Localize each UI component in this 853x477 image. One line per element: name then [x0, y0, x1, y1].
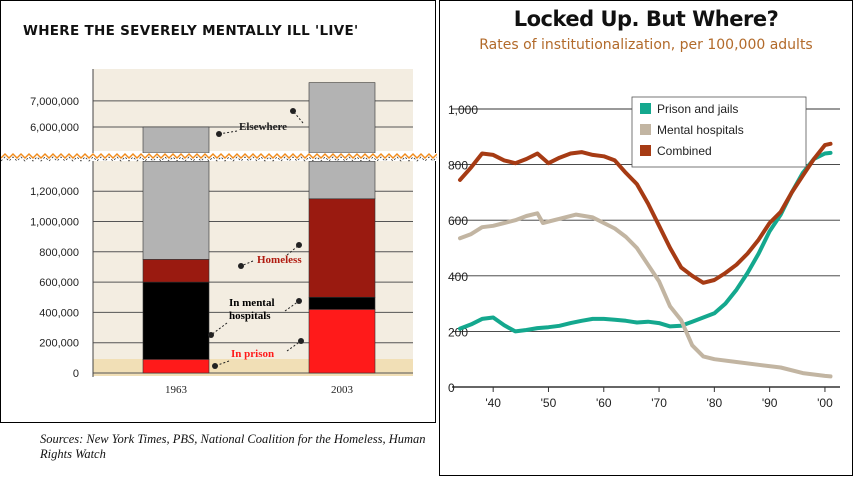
right-chart-panel: Locked Up. But Where? Rates of instituti… [439, 0, 853, 476]
legend-label: Prison and jails [657, 102, 738, 116]
left-chart-panel: WHERE THE SEVERELY MENTALLY ILL 'LIVE' 0… [0, 0, 437, 423]
right-chart-subtitle: Rates of institutionalization, per 100,0… [479, 37, 813, 53]
y-tick-label: 200,000 [39, 338, 79, 350]
y-tick-label: 1,000 [448, 103, 478, 117]
legend-label: Mental hospitals [657, 123, 744, 137]
annotation-arrowhead [290, 108, 296, 114]
legend-label: Combined [657, 144, 712, 158]
y-tick-label: 0 [73, 368, 79, 380]
bar-segment-elsewhere [308, 160, 376, 200]
x-tick-label: '50 [541, 396, 557, 410]
annotation-arrowhead [212, 363, 218, 369]
bar-segment-in-prison [142, 359, 210, 374]
series-line-combined [458, 141, 833, 285]
x-tick-label: '40 [485, 396, 501, 410]
bar-segment-elsewhere [308, 82, 376, 154]
annotation-arrowhead [296, 298, 302, 304]
bar-segment-homeless [308, 198, 376, 298]
left-chart-title: WHERE THE SEVERELY MENTALLY ILL 'LIVE' [23, 23, 359, 39]
legend-swatch [640, 124, 651, 135]
annotation-label: In prison [231, 348, 274, 360]
y-tick-label: 800 [448, 159, 468, 173]
series-line-mental-hospitals [458, 211, 833, 379]
annotation-arrow [284, 300, 300, 312]
annotation-label: In mental hospitals [229, 297, 275, 322]
x-tick-label: '60 [596, 396, 612, 410]
x-tick-label: '00 [817, 396, 833, 410]
y-tick-label: 400,000 [39, 307, 79, 319]
axis-break-line [1, 156, 437, 162]
legend-box [631, 96, 807, 168]
y-tick-label: 1,000,000 [30, 217, 79, 229]
annotation-arrow [286, 340, 302, 352]
annotation-arrowhead [238, 263, 244, 269]
left-bar-chart: 0 200,000 400,000 600,000 800,000 1,000,000 1,… [1, 69, 437, 396]
y-tick-label: 0 [448, 381, 455, 395]
annotation-arrow [218, 130, 238, 135]
bar-segment-in-mental-hospitals [308, 296, 376, 310]
y-tick-label: 6,000,000 [30, 122, 79, 134]
bar-segment-in-mental-hospitals [142, 281, 210, 360]
series-line-prison-and-jails [458, 150, 833, 334]
annotation-arrowhead [216, 131, 222, 137]
sources-note: Sources: New York Times, PBS, National C… [40, 432, 426, 461]
y-tick-label: 7,000,000 [30, 96, 79, 108]
y-tick-label: 1,200,000 [30, 186, 79, 198]
y-tick-label: 600 [448, 214, 468, 228]
axis-break-line [1, 153, 437, 159]
legend-swatch [640, 145, 651, 156]
axis-break-gap [1, 153, 437, 161]
x-tick-label: '70 [651, 396, 667, 410]
x-tick-label: '90 [762, 396, 778, 410]
annotation-arrowhead [208, 332, 214, 338]
bar-segment-elsewhere [142, 160, 210, 260]
annotation-label: Elsewhere [239, 121, 287, 133]
bar-segment-elsewhere [142, 126, 210, 154]
annotation-arrowhead [296, 242, 302, 248]
bar-segment-in-prison [308, 309, 376, 374]
legend-swatch [640, 103, 651, 114]
y-tick-label: 400 [448, 270, 468, 284]
right-line-chart: 02004006008001,000'40'50'60'70'80'90'00P… [448, 96, 840, 410]
x-tick-label: '80 [707, 396, 723, 410]
right-chart-title: Locked Up. But Where? [513, 7, 779, 31]
y-tick-label: 800,000 [39, 247, 79, 259]
annotation-arrowhead [298, 338, 304, 344]
bar-segment-homeless [142, 259, 210, 283]
annotation-label: Homeless [257, 254, 302, 266]
x-category-label: 1963 [165, 384, 188, 396]
annotation-arrow [210, 322, 228, 336]
y-tick-label: 600,000 [39, 277, 79, 289]
x-category-label: 2003 [331, 384, 354, 396]
